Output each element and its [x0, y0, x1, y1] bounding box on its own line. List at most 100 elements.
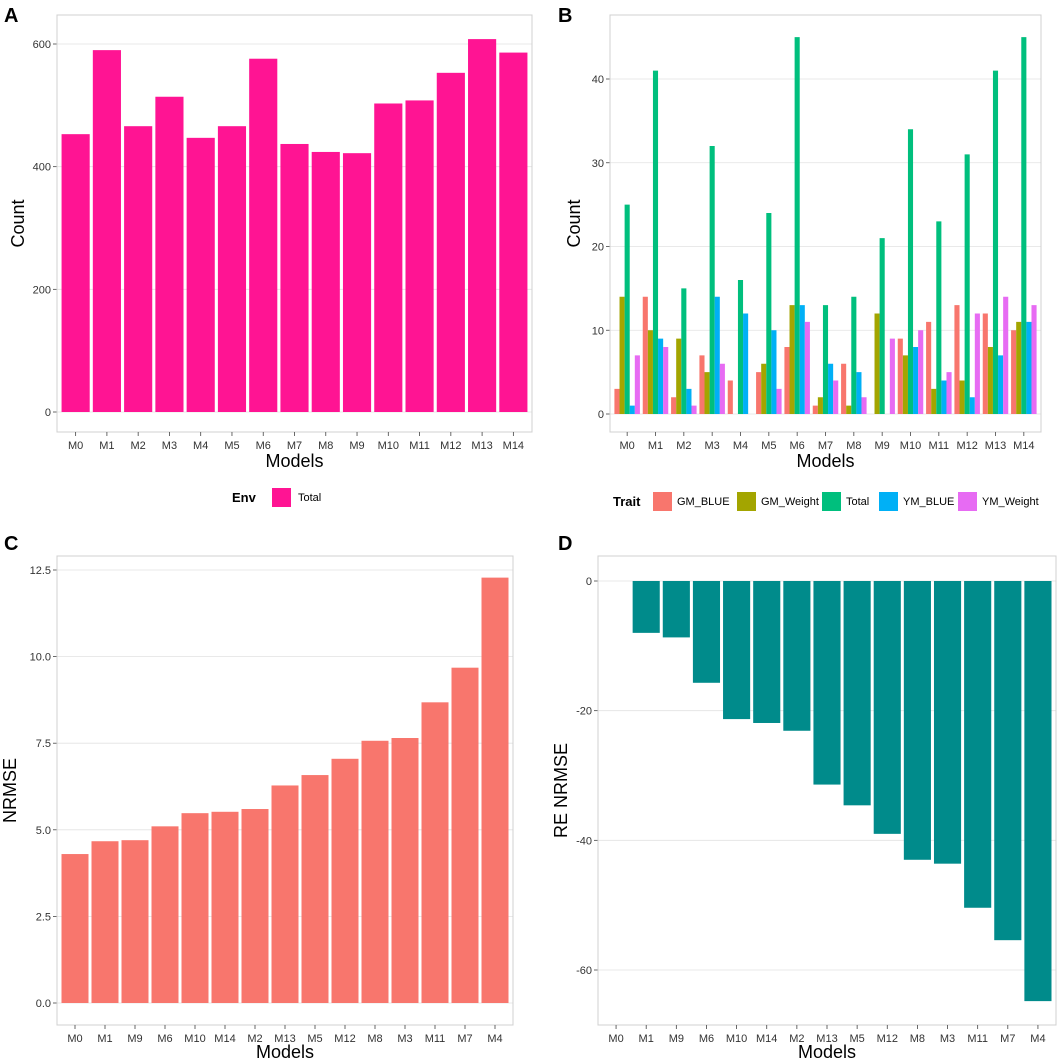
x-tick-label: M2	[247, 1033, 262, 1045]
x-tick-label: M7	[818, 440, 833, 452]
bar-m6-gm-weight	[789, 305, 795, 414]
bar-m11-gm-weight	[931, 388, 937, 414]
x-tick-label: M13	[816, 1033, 837, 1045]
panel-letter: A	[4, 5, 18, 27]
bar-m7-gm-weight	[817, 397, 823, 414]
bar-m0-total	[624, 204, 630, 414]
bar-m9	[662, 581, 690, 638]
x-tick-label: M3	[162, 440, 177, 452]
bar-m0	[61, 134, 90, 412]
bar-m11-ym-blue	[941, 380, 947, 414]
y-tick-label: -40	[576, 835, 592, 847]
bar-m13-gm-blue	[982, 313, 988, 414]
y-tick-label: 10.0	[30, 652, 51, 664]
bar-m13-ym-blue	[998, 355, 1004, 414]
bar-m5-gm-weight	[761, 363, 767, 414]
x-tick-label: M0	[608, 1033, 623, 1045]
bar-m2	[783, 581, 811, 731]
legend: Env Total	[232, 488, 321, 507]
bar-m1-gm-blue	[642, 296, 648, 414]
bar-m1-total	[652, 70, 659, 414]
bar-m9-total	[879, 238, 885, 414]
x-tick-label: M11	[425, 1033, 446, 1045]
x-axis-title: Models	[256, 1042, 314, 1062]
bar-m2	[124, 126, 153, 412]
bar-m8	[903, 581, 931, 860]
x-tick-label: M13	[985, 440, 1006, 452]
bar-m1-gm-weight	[647, 330, 653, 414]
bar-m4	[186, 137, 215, 412]
bar-m2-ym-weight	[691, 405, 697, 414]
x-tick-label: M6	[790, 440, 805, 452]
x-tick-label: M5	[307, 1033, 322, 1045]
bar-m7	[994, 581, 1022, 941]
bar-m9	[342, 153, 372, 412]
legend-swatch	[822, 492, 841, 511]
bar-m10-total	[907, 129, 914, 414]
bar-m7-total	[822, 305, 829, 414]
bar-m5	[217, 126, 247, 412]
x-tick-label: M9	[669, 1033, 684, 1045]
x-tick-label: M14	[503, 440, 524, 452]
bar-m10	[723, 581, 751, 720]
bar-m2	[241, 809, 269, 1003]
bar-m3	[155, 96, 184, 412]
bar-m14	[211, 811, 239, 1003]
x-tick-label: M4	[1030, 1033, 1045, 1045]
bar-m14-gm-weight	[1016, 321, 1022, 414]
bar-m14-ym-blue	[1026, 321, 1032, 414]
bar-m0-ym-blue	[629, 405, 635, 414]
bar-m9-ym-weight	[889, 338, 895, 414]
panel-letter: D	[558, 533, 572, 555]
x-tick-label: M4	[733, 440, 748, 452]
bar-m14-total	[1021, 37, 1027, 414]
bar-m1-ym-blue	[658, 338, 664, 414]
bar-m5-ym-blue	[771, 330, 777, 414]
bar-m10	[181, 813, 209, 1003]
bar-m12	[436, 72, 465, 413]
bar-m6	[249, 58, 278, 412]
x-tick-label: M4	[487, 1033, 502, 1045]
bar-m13-total	[992, 70, 999, 414]
panel-letter: C	[4, 533, 18, 555]
x-axis-title: Models	[796, 451, 854, 471]
x-tick-label: M3	[705, 440, 720, 452]
bar-m2-gm-blue	[671, 397, 677, 414]
x-tick-label: M1	[648, 440, 663, 452]
bar-m8-ym-blue	[856, 372, 862, 414]
bar-m6-gm-blue	[784, 347, 790, 414]
y-tick-label: 400	[33, 162, 51, 174]
bar-m14-ym-weight	[1031, 305, 1037, 414]
x-tick-label: M7	[457, 1033, 472, 1045]
bar-m9	[121, 840, 149, 1003]
x-tick-label: M0	[68, 440, 83, 452]
y-axis-title: Count	[8, 199, 28, 247]
x-tick-label: M8	[318, 440, 333, 452]
bar-m2-total	[681, 288, 687, 414]
bar-m6-ym-weight	[804, 321, 810, 414]
x-tick-label: M12	[440, 440, 461, 452]
bar-m11	[964, 581, 992, 908]
bar-m11-total	[936, 221, 942, 414]
panel-b: B 0 10 20 30 40 M0 M1 M2 M3 M4 M5 M6 M7 M8 M9 M10 M11 M12 M…	[558, 5, 1042, 511]
legend-label: YM_BLUE	[903, 496, 954, 508]
x-tick-label: M5	[849, 1033, 864, 1045]
bar-m12-ym-blue	[969, 397, 975, 414]
bar-m10-gm-blue	[897, 338, 903, 414]
x-tick-label: M0	[67, 1033, 82, 1045]
legend-label: GM_Weight	[761, 496, 819, 508]
x-tick-label: M3	[940, 1033, 955, 1045]
x-tick-label: M7	[287, 440, 302, 452]
panel-a: A 0 200 400 600 M0 M1 M2 M3 M4 M5 M6 M7 M8 M9 M10 M11 M12…	[4, 5, 533, 507]
y-tick-label: 7.5	[36, 738, 51, 750]
x-tick-label: M6	[256, 440, 271, 452]
y-tick-label: 40	[592, 74, 604, 86]
bar-m7-ym-weight	[833, 380, 839, 414]
x-tick-label: M8	[367, 1033, 382, 1045]
x-tick-label: M12	[334, 1033, 355, 1045]
y-axis-title: RE NRMSE	[551, 743, 571, 838]
bar-m12-gm-blue	[954, 305, 960, 414]
bar-m14-gm-blue	[1011, 330, 1017, 414]
bar-m1	[92, 50, 121, 413]
